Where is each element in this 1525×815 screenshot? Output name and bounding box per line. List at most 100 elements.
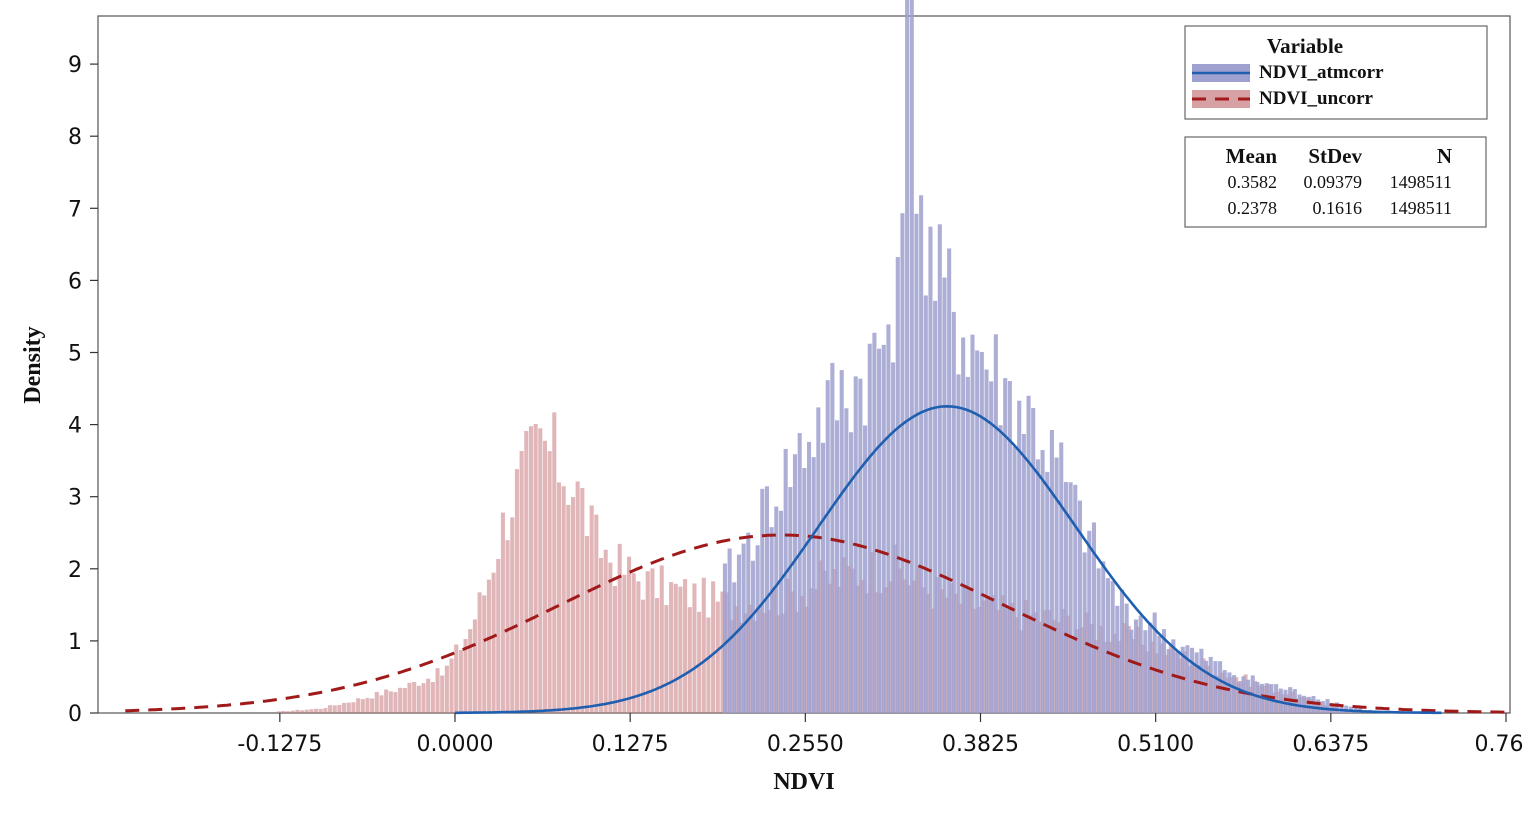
histogram-bar — [830, 362, 835, 713]
histogram-bar — [1119, 589, 1125, 713]
histogram-bar — [1248, 686, 1253, 713]
histogram-bar — [412, 681, 417, 713]
histogram-bar — [1115, 605, 1120, 713]
histogram-bar — [1215, 675, 1220, 713]
histogram-bar — [374, 691, 379, 713]
histogram-bar — [1000, 595, 1005, 713]
histogram-bar — [989, 381, 994, 713]
histogram-bar — [687, 607, 692, 713]
histogram-bar — [1311, 695, 1316, 713]
histogram-bar — [1014, 617, 1019, 713]
histogram-bar — [1028, 615, 1033, 713]
histogram-bar — [454, 644, 459, 713]
histogram-bar — [764, 486, 770, 713]
stats-row-2-n: 1498511 — [1390, 198, 1452, 218]
histogram-bar — [1173, 652, 1178, 713]
histogram-bar — [972, 608, 977, 713]
histogram-bar — [979, 351, 984, 713]
atmcorr-histogram — [722, 0, 1377, 714]
histogram-bar — [1290, 691, 1295, 713]
histogram-bar — [1185, 645, 1190, 713]
histogram-bar — [825, 380, 830, 713]
histogram-bar — [430, 682, 435, 713]
histogram-bar — [328, 705, 333, 713]
histogram-bar — [1234, 677, 1239, 713]
histogram-bar — [1012, 446, 1017, 713]
histogram-bar — [683, 579, 688, 713]
histogram-bar — [984, 369, 989, 713]
histogram-bar — [351, 702, 356, 713]
histogram-bar — [942, 277, 947, 713]
histogram-bar — [947, 248, 952, 713]
histogram-bar — [421, 683, 426, 713]
histogram-bar — [949, 583, 954, 713]
histogram-bar — [1073, 484, 1078, 713]
histogram-bar — [1278, 688, 1283, 713]
histogram-bar — [309, 709, 314, 713]
histogram-bar — [797, 433, 802, 713]
histogram-bar — [982, 600, 987, 713]
histogram-bar — [767, 609, 772, 713]
histogram-bar — [935, 577, 940, 713]
histogram-bar — [769, 527, 774, 713]
histogram-bar — [1094, 640, 1099, 713]
histogram-bar — [1199, 648, 1204, 713]
histogram-bar — [914, 213, 919, 714]
histogram-bar — [697, 611, 702, 713]
histogram-bar — [977, 606, 982, 713]
histogram-bar — [1157, 635, 1162, 713]
histogram-bar — [1206, 665, 1211, 713]
histogram-bar — [346, 702, 351, 713]
legend-label-atmcorr: NDVI_atmcorr — [1259, 62, 1384, 83]
histogram-bar — [1056, 622, 1061, 713]
histogram-bar — [961, 337, 966, 713]
y-axis-title: Density — [20, 326, 46, 403]
histogram-bar — [636, 581, 641, 713]
histogram-bar — [739, 622, 744, 713]
histogram-bar — [1136, 626, 1141, 713]
histogram-bar — [816, 407, 821, 713]
histogram-bar — [416, 685, 421, 713]
histogram-bar — [617, 543, 622, 713]
histogram-bar — [673, 583, 678, 713]
histogram-bar — [1241, 676, 1246, 713]
histogram-bar — [398, 687, 403, 713]
histogram-bar — [986, 598, 991, 713]
histogram-bar — [290, 710, 295, 713]
histogram-bar — [1061, 608, 1066, 713]
y-tick-label: 4 — [68, 414, 82, 439]
histogram-bar — [337, 705, 342, 713]
histogram-bar — [1180, 646, 1185, 713]
histogram-bar — [820, 442, 826, 713]
histogram-bar — [519, 450, 524, 713]
histogram-bar — [762, 613, 767, 713]
y-tick-label: 2 — [68, 558, 82, 583]
histogram-bar — [1005, 609, 1010, 713]
histogram-bar — [1236, 681, 1241, 713]
histogram-bar — [1047, 609, 1052, 713]
histogram-bar — [1210, 675, 1215, 713]
histogram-bar — [776, 615, 781, 713]
histogram-bar — [886, 324, 891, 713]
y-tick-label: 8 — [68, 125, 82, 150]
histogram-bar — [835, 420, 840, 713]
y-tick-label: 3 — [68, 486, 82, 511]
histogram-bar — [444, 665, 449, 713]
histogram-bar — [1122, 622, 1127, 713]
histogram-bar — [500, 512, 505, 713]
histogram-bar — [603, 549, 608, 713]
histogram-bar — [1091, 522, 1096, 713]
histogram-bar — [332, 705, 337, 713]
stats-row-2-mean: 0.2378 — [1228, 198, 1278, 218]
histogram-bar — [1143, 630, 1148, 713]
histogram-bar — [304, 709, 309, 713]
stats-row-2-stdev: 0.1616 — [1313, 198, 1363, 218]
histogram-bar — [388, 691, 393, 713]
y-tick-label: 6 — [68, 269, 82, 294]
histogram-bar — [538, 428, 543, 713]
histogram-bar — [722, 563, 727, 713]
histogram-bar — [863, 425, 868, 713]
histogram-bar — [841, 557, 846, 713]
y-tick-label: 9 — [68, 53, 82, 78]
legend-label-uncorr: NDVI_uncorr — [1259, 88, 1374, 109]
